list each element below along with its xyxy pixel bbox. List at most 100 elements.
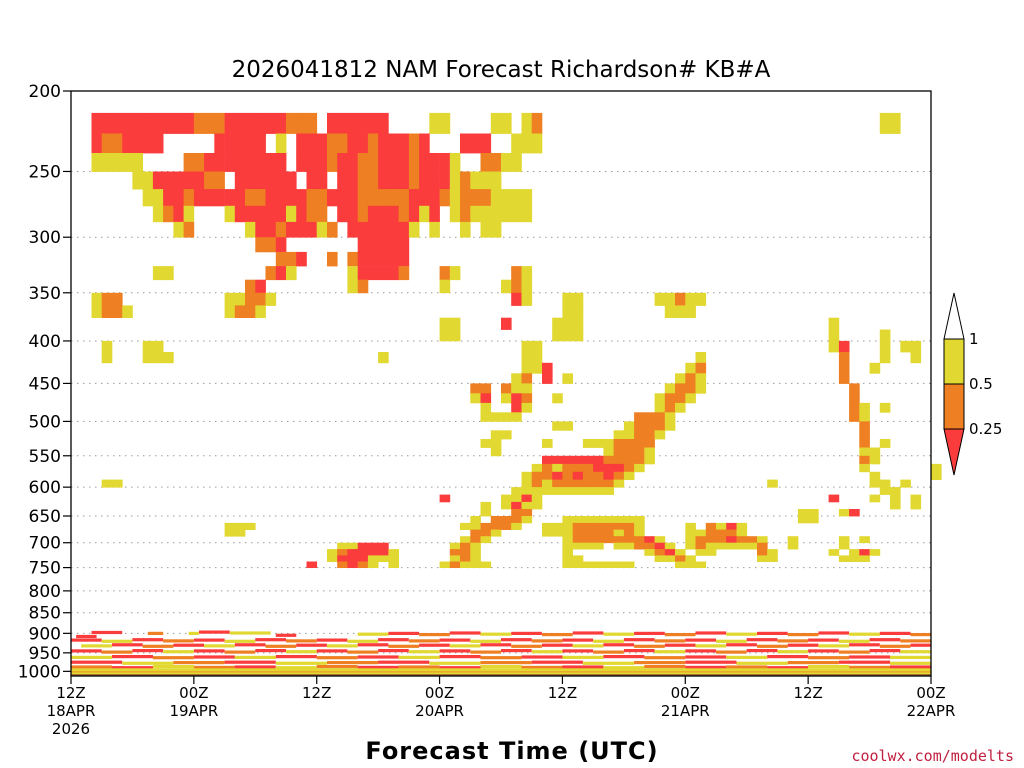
ri-streak xyxy=(910,643,931,647)
ri-cell xyxy=(275,153,287,172)
ri-streak xyxy=(449,631,481,635)
y-tick-label: 400 xyxy=(29,332,61,352)
ri-cell xyxy=(388,237,399,253)
ri-cell xyxy=(562,317,573,330)
ri-cell xyxy=(828,549,840,556)
ri-cell xyxy=(654,402,666,413)
ri-streak xyxy=(531,639,563,643)
ri-cell xyxy=(357,266,369,281)
ri-streak xyxy=(593,639,624,643)
ri-cell xyxy=(531,133,543,154)
ri-streak xyxy=(562,638,594,642)
ri-streak xyxy=(378,638,409,642)
ri-cell xyxy=(675,555,686,562)
ri-streak xyxy=(234,665,276,669)
ri-cell xyxy=(613,529,625,537)
ri-cell xyxy=(357,549,369,556)
ri-cell xyxy=(879,112,891,134)
ri-cell xyxy=(675,373,686,384)
ri-cell xyxy=(511,402,522,413)
ri-cell xyxy=(490,516,502,524)
ri-cell xyxy=(562,292,573,306)
ri-streak xyxy=(163,650,194,654)
ri-cell xyxy=(214,189,225,207)
ri-cell xyxy=(705,536,717,544)
ri-cell xyxy=(357,153,369,172)
ri-cell xyxy=(234,133,246,154)
ri-cell xyxy=(705,529,717,537)
ri-cell xyxy=(378,555,389,562)
ri-cell xyxy=(378,112,389,134)
ri-streak xyxy=(746,649,778,653)
ri-cell xyxy=(101,352,113,364)
ri-cell xyxy=(367,266,379,281)
ri-cell xyxy=(931,463,942,473)
ri-cell xyxy=(408,153,420,172)
ri-cell xyxy=(388,153,399,172)
ri-cell xyxy=(623,542,635,550)
ri-streak xyxy=(562,665,604,669)
ri-streak xyxy=(808,656,850,660)
ri-cell xyxy=(91,112,103,134)
ri-cell xyxy=(101,305,113,318)
ri-streak xyxy=(378,660,430,664)
ri-cell xyxy=(511,292,522,306)
credit-text: coolwx.com/modelts xyxy=(851,747,1014,765)
ri-cell xyxy=(593,542,604,550)
ri-cell xyxy=(654,542,666,550)
ri-cell xyxy=(501,279,512,294)
ri-cell xyxy=(367,251,379,267)
ri-cell xyxy=(224,529,236,537)
ri-cell xyxy=(152,189,164,207)
ri-cell xyxy=(480,402,492,413)
ri-cell xyxy=(613,471,625,480)
ri-cell xyxy=(388,266,399,281)
ri-cell xyxy=(838,362,850,374)
ri-cell xyxy=(101,292,113,306)
ri-cell xyxy=(296,189,307,207)
ri-streak xyxy=(849,643,880,647)
ri-cell xyxy=(582,542,594,550)
ri-cell xyxy=(603,536,614,544)
ri-cell xyxy=(695,561,707,568)
ri-cell xyxy=(572,561,584,568)
ri-cell xyxy=(224,305,236,318)
ri-cell xyxy=(613,522,625,530)
ri-streak xyxy=(357,643,389,647)
ri-cell xyxy=(695,542,707,550)
ri-cell xyxy=(623,529,635,537)
ri-streak xyxy=(275,633,297,637)
ri-cell xyxy=(142,352,154,364)
ri-streak xyxy=(316,638,348,642)
ri-cell xyxy=(582,439,594,448)
ri-cell xyxy=(490,439,502,448)
legend-top-triangle xyxy=(943,292,965,340)
ri-cell xyxy=(552,421,563,431)
ri-cell xyxy=(757,549,768,556)
ri-cell xyxy=(214,133,225,154)
ri-cell xyxy=(552,317,563,330)
ri-cell xyxy=(746,536,758,544)
ri-cell xyxy=(869,447,881,457)
ri-streak xyxy=(204,644,235,648)
ri-cell xyxy=(787,536,799,544)
ri-cell xyxy=(449,542,461,550)
ri-cell xyxy=(204,153,215,172)
ri-cell xyxy=(582,455,594,465)
ri-cell xyxy=(910,501,922,510)
ri-cell xyxy=(859,463,870,473)
ri-cell xyxy=(367,189,379,207)
ri-cell xyxy=(142,189,154,207)
ri-cell xyxy=(480,561,492,568)
ri-streak xyxy=(470,650,501,654)
ri-cell xyxy=(859,402,870,413)
ri-cell xyxy=(367,133,379,154)
ri-streak xyxy=(316,665,358,669)
ri-cell xyxy=(634,455,645,465)
y-tick-label: 800 xyxy=(29,582,61,602)
ri-cell xyxy=(757,536,768,544)
ri-cell xyxy=(705,542,717,550)
ri-cell xyxy=(531,463,543,473)
y-tick-label: 550 xyxy=(29,447,61,467)
ri-cell xyxy=(275,189,287,207)
